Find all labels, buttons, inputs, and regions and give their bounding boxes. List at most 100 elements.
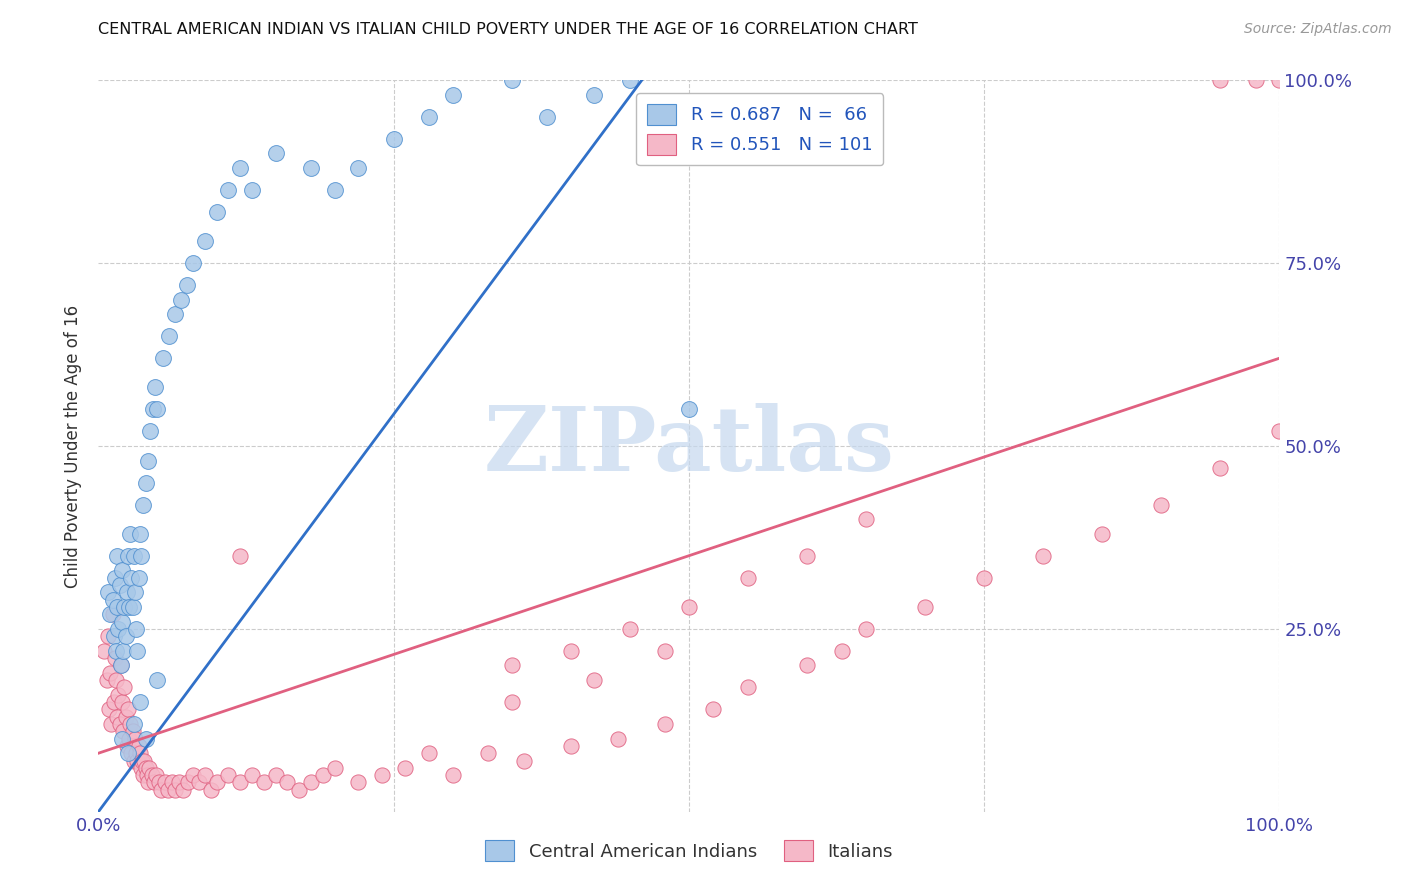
Point [702,702,724,716]
Point [347,161,370,175]
Point [103,629,125,643]
Point [136,453,159,467]
Point [501,73,523,87]
Point [1150,498,1173,512]
Point [654,110,676,124]
Point [299,775,322,789]
Point [187,775,209,789]
Point [110,658,132,673]
Point [194,768,217,782]
Text: ZIPatlas: ZIPatlas [484,402,894,490]
Point [142,775,165,789]
Point [128,695,150,709]
Point [115,585,138,599]
Point [117,746,139,760]
Point [181,256,204,270]
Point [118,599,141,614]
Point [312,768,335,782]
Point [512,754,534,768]
Y-axis label: Child Poverty Under the Age of 16: Child Poverty Under the Age of 16 [65,304,83,588]
Point [264,146,287,161]
Point [120,717,142,731]
Point [104,571,127,585]
Point [128,571,150,585]
Point [560,739,582,753]
Point [97,585,120,599]
Point [108,578,131,592]
Point [418,110,440,124]
Point [124,731,146,746]
Point [394,761,416,775]
Point [418,746,440,760]
Point [619,73,641,87]
Point [98,665,121,680]
Point [536,110,558,124]
Point [115,739,138,753]
Point [914,599,936,614]
Point [150,782,173,797]
Point [97,629,120,643]
Point [152,351,174,366]
Point [678,402,700,417]
Point [146,402,169,417]
Point [135,475,157,490]
Point [200,782,222,797]
Point [98,702,121,716]
Point [382,132,405,146]
Point [583,673,606,687]
Point [229,775,252,789]
Point [1032,549,1054,563]
Point [98,607,121,622]
Point [122,549,145,563]
Point [139,425,162,439]
Point [441,87,464,102]
Point [157,329,180,343]
Point [1268,425,1291,439]
Point [217,768,239,782]
Point [501,695,523,709]
Point [122,754,145,768]
Point [347,775,370,789]
Point [128,739,150,753]
Point [299,161,322,175]
Point [101,592,124,607]
Point [194,234,217,248]
Point [796,549,818,563]
Point [441,768,464,782]
Point [264,768,287,782]
Point [129,761,152,775]
Point [124,585,146,599]
Point [145,768,167,782]
Point [96,673,118,687]
Point [148,775,170,789]
Point [165,307,187,321]
Point [146,673,169,687]
Point [122,717,145,731]
Point [138,761,160,775]
Point [1091,526,1114,541]
Point [737,681,759,695]
Point [831,644,853,658]
Point [560,644,582,658]
Point [120,526,142,541]
Point [678,599,700,614]
Point [132,498,155,512]
Text: CENTRAL AMERICAN INDIAN VS ITALIAN CHILD POVERTY UNDER THE AGE OF 16 CORRELATION: CENTRAL AMERICAN INDIAN VS ITALIAN CHILD… [98,22,918,37]
Point [121,571,143,585]
Point [132,768,155,782]
Point [181,768,204,782]
Point [131,754,153,768]
Point [165,782,187,797]
Point [121,724,143,739]
Point [127,644,149,658]
Point [607,731,630,746]
Point [205,775,228,789]
Point [143,380,166,394]
Point [153,775,176,789]
Point [105,599,128,614]
Text: Source: ZipAtlas.com: Source: ZipAtlas.com [1244,22,1392,37]
Point [135,731,157,746]
Point [107,688,129,702]
Point [654,644,676,658]
Point [105,673,128,687]
